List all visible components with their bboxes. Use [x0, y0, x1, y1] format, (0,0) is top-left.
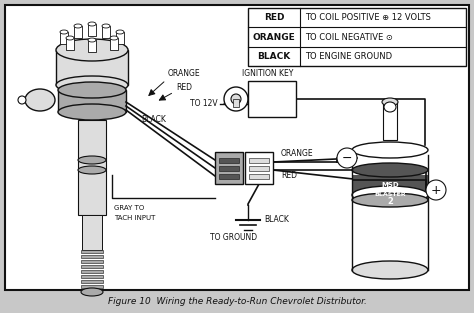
Ellipse shape: [88, 38, 96, 42]
Bar: [219, 174, 239, 179]
Bar: [102, 26, 110, 38]
Text: TO GROUND: TO GROUND: [210, 233, 257, 243]
Ellipse shape: [352, 163, 428, 177]
Bar: [66, 38, 74, 50]
Ellipse shape: [58, 104, 126, 120]
Text: RED: RED: [264, 13, 284, 22]
Bar: [81, 250, 103, 253]
Bar: [248, 81, 296, 117]
Bar: [383, 102, 397, 140]
Ellipse shape: [352, 186, 428, 204]
Circle shape: [426, 180, 446, 200]
Bar: [78, 120, 106, 215]
Ellipse shape: [352, 261, 428, 279]
Ellipse shape: [56, 39, 128, 61]
Ellipse shape: [102, 24, 110, 28]
Bar: [74, 26, 82, 38]
Ellipse shape: [60, 30, 68, 34]
Text: GRAY TO: GRAY TO: [114, 205, 144, 211]
Text: 2: 2: [387, 198, 393, 207]
Ellipse shape: [88, 22, 96, 26]
Bar: [81, 270, 103, 273]
Bar: [60, 32, 68, 44]
Text: BLACK: BLACK: [257, 52, 291, 61]
Ellipse shape: [382, 98, 398, 106]
Bar: [215, 152, 243, 184]
Bar: [352, 195, 428, 270]
Text: BLACK: BLACK: [264, 215, 289, 224]
Ellipse shape: [74, 24, 82, 28]
Text: ORANGE: ORANGE: [168, 69, 201, 79]
Bar: [81, 255, 103, 258]
Circle shape: [224, 87, 248, 111]
Bar: [81, 280, 103, 283]
Ellipse shape: [56, 76, 128, 94]
Circle shape: [231, 94, 241, 104]
Bar: [81, 260, 103, 263]
Text: BLACK: BLACK: [141, 115, 166, 125]
Bar: [116, 32, 124, 44]
Bar: [249, 166, 269, 171]
Circle shape: [337, 148, 357, 168]
Text: TO ENGINE GROUND: TO ENGINE GROUND: [305, 52, 392, 61]
Text: −: −: [342, 151, 352, 165]
Bar: [81, 285, 103, 288]
Text: RED: RED: [281, 172, 297, 181]
Bar: [219, 158, 239, 163]
Bar: [110, 38, 118, 50]
Ellipse shape: [116, 30, 124, 34]
Text: ORANGE: ORANGE: [253, 33, 295, 42]
Bar: [245, 152, 273, 184]
Bar: [88, 24, 96, 36]
Bar: [81, 265, 103, 268]
Ellipse shape: [110, 36, 118, 40]
Ellipse shape: [58, 82, 126, 98]
Bar: [219, 166, 239, 171]
Ellipse shape: [81, 288, 103, 296]
Text: IGNITION KEY: IGNITION KEY: [242, 69, 294, 78]
FancyBboxPatch shape: [56, 50, 128, 85]
Ellipse shape: [352, 193, 428, 207]
Text: TACH INPUT: TACH INPUT: [114, 215, 155, 221]
Ellipse shape: [352, 142, 428, 158]
Text: RED: RED: [176, 84, 192, 93]
Ellipse shape: [66, 36, 74, 40]
Text: MSD: MSD: [381, 182, 399, 188]
Bar: [81, 275, 103, 278]
Bar: [82, 215, 102, 250]
Ellipse shape: [18, 96, 26, 104]
Bar: [352, 170, 428, 200]
Bar: [88, 40, 96, 52]
Bar: [248, 8, 466, 66]
Ellipse shape: [78, 166, 106, 174]
Bar: [58, 90, 126, 112]
Ellipse shape: [384, 102, 396, 112]
Text: +: +: [431, 183, 441, 197]
Bar: [352, 150, 428, 175]
Ellipse shape: [25, 89, 55, 111]
Text: BLASTER: BLASTER: [374, 192, 406, 197]
Text: TO COIL NEGATIVE ⊙: TO COIL NEGATIVE ⊙: [305, 33, 393, 42]
Bar: [233, 99, 239, 107]
Ellipse shape: [78, 156, 106, 164]
Bar: [249, 174, 269, 179]
Text: TO COIL POSITIVE ⊕ 12 VOLTS: TO COIL POSITIVE ⊕ 12 VOLTS: [305, 13, 431, 22]
Bar: [249, 158, 269, 163]
Text: TO 12V: TO 12V: [191, 100, 218, 109]
Text: ORANGE: ORANGE: [281, 150, 314, 158]
Text: Figure 10  Wiring the Ready-to-Run Chevrolet Distributor.: Figure 10 Wiring the Ready-to-Run Chevro…: [108, 297, 366, 306]
